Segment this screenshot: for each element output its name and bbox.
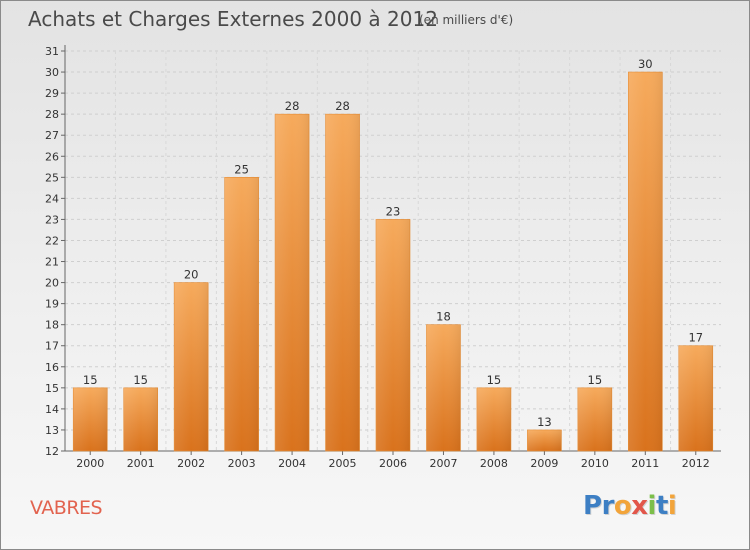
chart-title: Achats et Charges Externes 2000 à 2012 bbox=[28, 7, 438, 31]
bar-shade bbox=[224, 177, 259, 451]
y-tick-label: 19 bbox=[45, 298, 59, 311]
y-tick-label: 13 bbox=[45, 424, 59, 437]
bar-shade bbox=[325, 114, 360, 451]
y-tick-label: 14 bbox=[45, 403, 59, 416]
x-tick-label: 2012 bbox=[682, 457, 710, 470]
y-tick-label: 26 bbox=[45, 150, 59, 163]
bar-value-label: 28 bbox=[285, 99, 300, 113]
x-tick-label: 2008 bbox=[480, 457, 508, 470]
bar-value-label: 30 bbox=[638, 57, 653, 71]
commune-name: VABRES bbox=[30, 497, 103, 519]
logo-letter: P bbox=[583, 491, 602, 521]
bar-value-label: 18 bbox=[436, 310, 451, 324]
y-tick-label: 23 bbox=[45, 213, 59, 226]
x-tick-label: 2002 bbox=[177, 457, 205, 470]
y-tick-label: 15 bbox=[45, 382, 59, 395]
x-tick-label: 2003 bbox=[228, 457, 256, 470]
x-tick-label: 2005 bbox=[329, 457, 357, 470]
y-tick-label: 31 bbox=[45, 45, 59, 58]
chart-subtitle: (en milliers d'€) bbox=[419, 13, 514, 27]
y-tick-label: 18 bbox=[45, 319, 59, 332]
y-tick-label: 25 bbox=[45, 171, 59, 184]
bar-value-label: 23 bbox=[386, 204, 401, 218]
bar-shade bbox=[577, 387, 612, 451]
labels: 15 2000 15 2001 20 2002 25 2003 28 2004 28 2005 23 20… bbox=[76, 57, 710, 470]
bar-value-label: 20 bbox=[184, 268, 199, 282]
logo-letter: r bbox=[601, 491, 615, 521]
x-tick-label: 2000 bbox=[76, 457, 104, 470]
bar-shade bbox=[73, 387, 108, 451]
bar-value-label: 15 bbox=[588, 373, 603, 387]
y-tick-label: 20 bbox=[45, 277, 59, 290]
y-tick-label: 22 bbox=[45, 234, 59, 247]
y-tick-label: 16 bbox=[45, 361, 59, 374]
y-tick-label: 24 bbox=[45, 192, 59, 205]
bar-shade bbox=[678, 345, 713, 451]
bar-shade bbox=[527, 429, 562, 451]
bar-shade bbox=[476, 387, 511, 451]
x-tick-label: 2001 bbox=[127, 457, 155, 470]
logo-letter: x bbox=[631, 491, 648, 521]
y-tick-label: 21 bbox=[45, 256, 59, 269]
logo-letter: i bbox=[647, 491, 657, 521]
logo-letter: t bbox=[655, 491, 668, 521]
y-tick-label: 12 bbox=[45, 445, 59, 458]
y-tick-label: 27 bbox=[45, 129, 59, 142]
y-tick-label: 17 bbox=[45, 340, 59, 353]
logo-letter: i bbox=[667, 491, 677, 521]
bar-shade bbox=[123, 387, 158, 451]
bar-shade bbox=[426, 324, 461, 451]
bar-shade bbox=[628, 72, 663, 451]
x-tick-label: 2006 bbox=[379, 457, 407, 470]
logo-letter: o bbox=[613, 491, 632, 521]
y-tick-label: 29 bbox=[45, 87, 59, 100]
bar-value-label: 15 bbox=[133, 373, 148, 387]
y-tick-label: 28 bbox=[45, 108, 59, 121]
bars bbox=[72, 71, 714, 452]
bar-value-label: 28 bbox=[335, 99, 350, 113]
x-tick-label: 2004 bbox=[278, 457, 306, 470]
y-tick-label: 30 bbox=[45, 66, 59, 79]
bar-shade bbox=[376, 219, 410, 451]
x-tick-label: 2009 bbox=[530, 457, 558, 470]
x-tick-label: 2010 bbox=[581, 457, 609, 470]
bar-shade bbox=[275, 114, 310, 451]
bar-value-label: 17 bbox=[688, 331, 703, 345]
x-tick-label: 2011 bbox=[631, 457, 659, 470]
bar-shade bbox=[174, 282, 209, 451]
bar-value-label: 15 bbox=[83, 373, 98, 387]
bar-value-label: 25 bbox=[234, 162, 249, 176]
bar-value-label: 13 bbox=[537, 415, 552, 429]
proxiti-logo[interactable]: Proxiti bbox=[583, 491, 677, 521]
x-tick-label: 2007 bbox=[429, 457, 457, 470]
bar-value-label: 15 bbox=[487, 373, 502, 387]
